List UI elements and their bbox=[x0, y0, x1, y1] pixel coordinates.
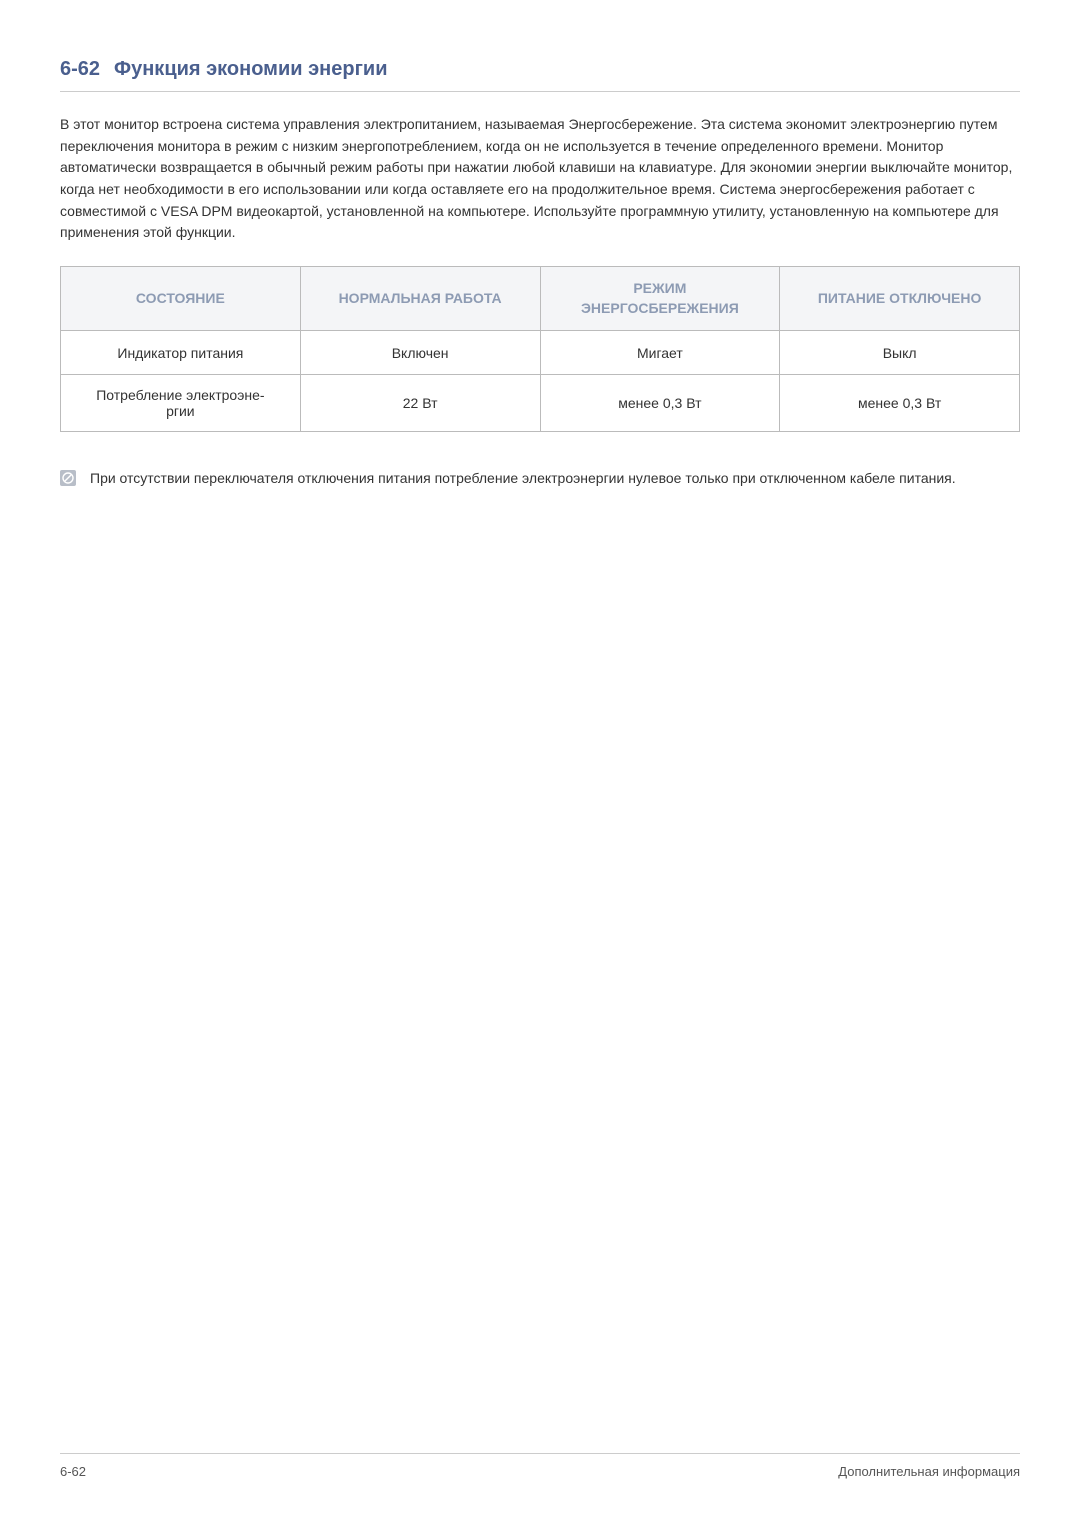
col-saving: РЕЖИМЭНЕРГОСБЕРЕЖЕНИЯ bbox=[540, 267, 780, 331]
footer-page-number: 6-62 bbox=[60, 1464, 86, 1479]
cell-consumption-saving: менее 0,3 Вт bbox=[540, 375, 780, 432]
cell-indicator-saving: Мигает bbox=[540, 331, 780, 375]
col-normal: НОРМАЛЬНАЯ РАБОТА bbox=[300, 267, 540, 331]
cell-consumption-label: Потребление электроэне-ргии bbox=[61, 375, 301, 432]
page-footer: 6-62 Дополнительная информация bbox=[60, 1453, 1020, 1479]
footer-section-name: Дополнительная информация bbox=[838, 1464, 1020, 1479]
section-heading: 6-62 Функция экономии энергии bbox=[60, 58, 1020, 92]
cell-indicator-label: Индикатор питания bbox=[61, 331, 301, 375]
note-block: При отсутствии переключателя отключения … bbox=[60, 468, 1020, 490]
cell-consumption-off: менее 0,3 Вт bbox=[780, 375, 1020, 432]
section-number: 6-62 bbox=[60, 58, 100, 80]
col-off: ПИТАНИЕ ОТКЛЮЧЕНО bbox=[780, 267, 1020, 331]
col-state: СОСТОЯНИЕ bbox=[61, 267, 301, 331]
note-text: При отсутствии переключателя отключения … bbox=[90, 468, 956, 490]
table-header-row: СОСТОЯНИЕ НОРМАЛЬНАЯ РАБОТА РЕЖИМЭНЕРГОС… bbox=[61, 267, 1020, 331]
cell-consumption-normal: 22 Вт bbox=[300, 375, 540, 432]
cell-indicator-off: Выкл bbox=[780, 331, 1020, 375]
section-title: Функция экономии энергии bbox=[114, 58, 387, 80]
note-icon bbox=[60, 470, 76, 486]
table-row: Потребление электроэне-ргии 22 Вт менее … bbox=[61, 375, 1020, 432]
table-row: Индикатор питания Включен Мигает Выкл bbox=[61, 331, 1020, 375]
power-saving-table: СОСТОЯНИЕ НОРМАЛЬНАЯ РАБОТА РЕЖИМЭНЕРГОС… bbox=[60, 266, 1020, 432]
cell-indicator-normal: Включен bbox=[300, 331, 540, 375]
intro-paragraph: В этот монитор встроена система управлен… bbox=[60, 114, 1020, 244]
